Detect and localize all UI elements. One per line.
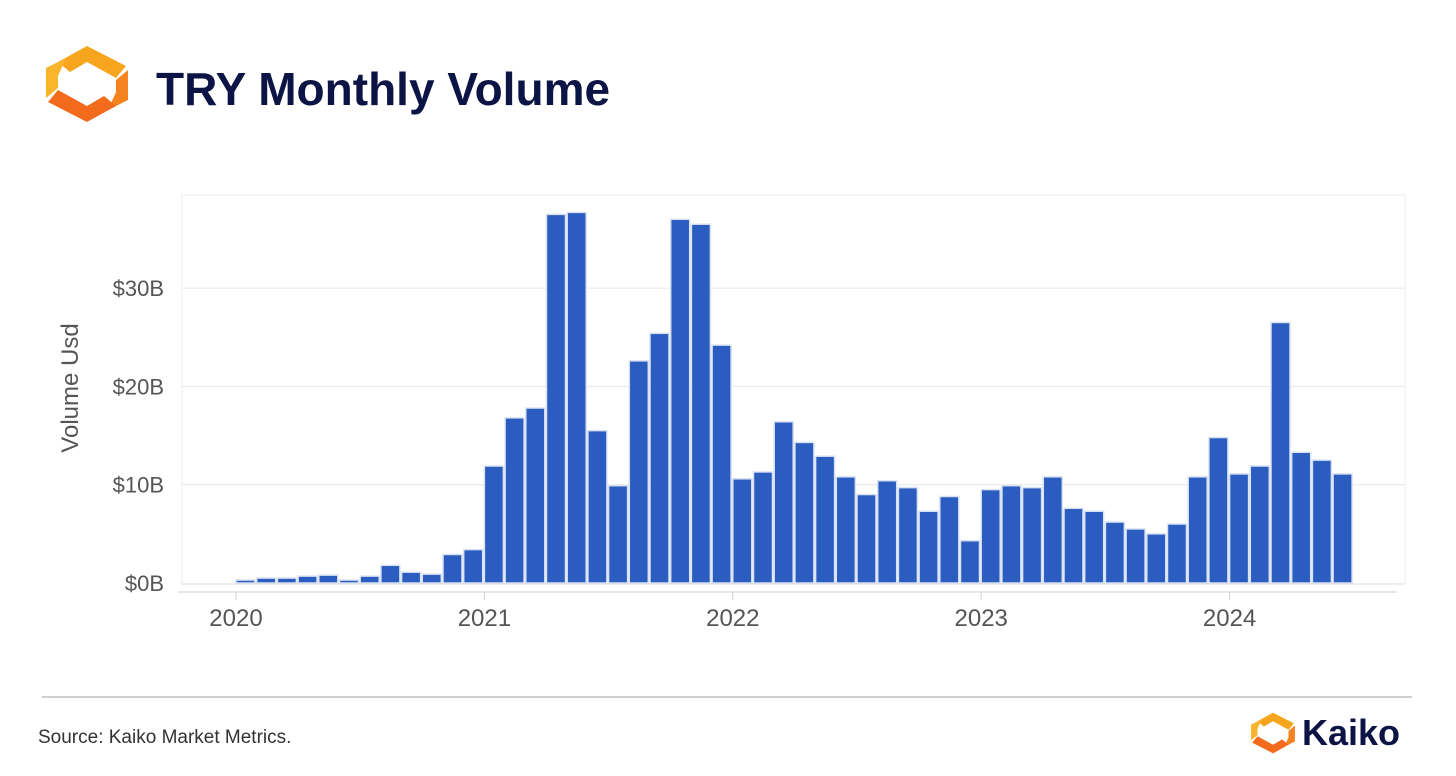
- footer-divider: [42, 696, 1412, 698]
- source-note: Source: Kaiko Market Metrics.: [38, 727, 292, 748]
- bar-2023-03: [1021, 486, 1043, 584]
- bar-2024-02: [1249, 465, 1271, 584]
- kaiko-logo-icon: [46, 46, 128, 122]
- bar-2020-05: [318, 574, 339, 584]
- logo-segment-left: [46, 58, 66, 98]
- bar-2021-09: [649, 332, 670, 584]
- bar-2020-10: [421, 573, 443, 584]
- bar-2022-11: [939, 495, 960, 584]
- x-tick-label: 2021: [458, 605, 511, 632]
- bar-2023-12: [1208, 436, 1229, 584]
- logo-segment-top: [58, 46, 126, 78]
- bar-2023-10: [1166, 523, 1188, 584]
- axis-layer: $0B $10B $20B $30B 2020 2021 2022 2023 2024 Volum…: [57, 276, 1405, 632]
- bar-2020-02: [255, 577, 277, 584]
- bar-2021-02: [504, 417, 525, 584]
- bar-2024-01: [1228, 473, 1250, 584]
- bar-2020-12: [462, 548, 484, 584]
- brand-mark: Kaiko: [1250, 708, 1430, 760]
- bar-2022-02: [752, 471, 774, 584]
- bar-2023-11: [1187, 476, 1208, 584]
- bar-2024-05: [1311, 459, 1333, 584]
- bar-2023-04: [1042, 476, 1064, 584]
- bar-2022-09: [897, 486, 919, 584]
- bar-2020-06: [338, 579, 360, 584]
- bar-2020-09: [400, 571, 422, 584]
- bar-2020-03: [276, 577, 298, 584]
- bar-2023-02: [1001, 484, 1022, 584]
- bar-2021-11: [690, 223, 712, 584]
- y-tick-label: $10B: [113, 473, 164, 498]
- x-tick-label: 2023: [955, 605, 1008, 632]
- bar-chart: $0B $10B $20B $30B 2020 2021 2022 2023 2024 Volum…: [57, 194, 1406, 632]
- bar-2022-03: [773, 421, 794, 584]
- bar-2022-08: [876, 480, 898, 584]
- bar-2020-11: [442, 553, 463, 584]
- bar-2021-05: [566, 211, 587, 584]
- bar-2021-12: [711, 344, 732, 584]
- logo-segment-right: [108, 70, 128, 110]
- bar-2023-09: [1146, 533, 1167, 584]
- bar-2022-07: [856, 493, 877, 584]
- page-title: TRY Monthly Volume: [156, 63, 611, 115]
- x-tick-label: 2022: [706, 605, 759, 632]
- bar-2022-06: [835, 476, 857, 584]
- bar-2020-07: [359, 575, 380, 584]
- bar-2022-01: [732, 478, 753, 584]
- y-tick-label: $30B: [113, 276, 164, 301]
- bar-2023-05: [1063, 507, 1084, 584]
- bar-2021-08: [628, 360, 650, 584]
- x-tick-label: 2020: [209, 605, 262, 632]
- bar-2020-08: [380, 564, 401, 584]
- x-tick-label: 2024: [1203, 605, 1256, 632]
- logo-segment-bottom: [48, 90, 116, 122]
- bar-2023-06: [1083, 510, 1105, 584]
- y-axis-title: Volume Usd: [57, 323, 84, 452]
- bar-2021-06: [587, 429, 608, 584]
- bar-2021-04: [545, 213, 567, 584]
- bar-2024-04: [1290, 451, 1312, 584]
- bar-2023-08: [1125, 528, 1146, 584]
- y-tick-label: $20B: [113, 374, 164, 399]
- bar-2024-03: [1270, 321, 1291, 584]
- kaiko-brand-icon: [1251, 712, 1295, 754]
- bar-2021-10: [669, 218, 691, 584]
- bar-2024-06: [1332, 473, 1353, 584]
- bar-2020-01: [235, 579, 256, 584]
- bar-2021-07: [607, 484, 629, 584]
- bar-2022-05: [814, 455, 836, 584]
- bar-2021-03: [525, 407, 546, 584]
- bar-2022-12: [959, 539, 981, 584]
- y-tick-label: $0B: [125, 571, 164, 596]
- bar-2023-07: [1104, 521, 1126, 584]
- bar-2020-04: [297, 575, 318, 584]
- bars-layer: [235, 211, 1353, 584]
- bar-2023-01: [980, 488, 1001, 584]
- bar-2022-04: [794, 441, 815, 584]
- bar-2022-10: [918, 510, 939, 584]
- brand-name: Kaiko: [1302, 712, 1401, 753]
- bar-2021-01: [483, 465, 505, 584]
